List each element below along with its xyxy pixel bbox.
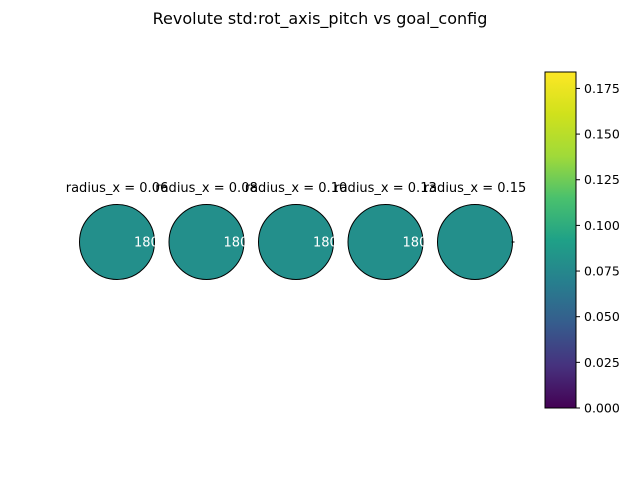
panel-subtitle: radius_x = 0.08	[155, 181, 257, 196]
colorbar-tick-label: 0.025	[584, 355, 620, 370]
panel-subtitle: radius_x = 0.13	[334, 181, 436, 196]
slice-label: 180	[313, 236, 338, 251]
pie-slice	[258, 204, 334, 280]
slice-label: 180	[224, 236, 249, 251]
colorbar-frame	[544, 71, 577, 409]
chart-title: Revolute std:rot_axis_pitch vs goal_conf…	[153, 9, 488, 29]
colorbar-ticks: 0.000 0.025 0.050 0.075 0.100 0.125 0.150 0.175	[576, 81, 620, 416]
pie-slice	[437, 204, 513, 280]
colorbar-tick-label: 0.100	[584, 218, 620, 233]
slice-label: 180	[134, 236, 159, 251]
colorbar-tick-label: 0.150	[584, 127, 620, 142]
pie-slice	[79, 204, 155, 280]
pie-panels: radius_x = 0.06 180 radius_x = 0.08 180 radi…	[66, 181, 526, 280]
panel-subtitle: radius_x = 0.10	[245, 181, 347, 196]
colorbar-tick-label: 0.075	[584, 264, 620, 279]
colorbar-tick-label: 0.125	[584, 172, 620, 187]
colorbar-tick-label: 0.050	[584, 309, 620, 324]
colorbar: 0.000 0.025 0.050 0.075 0.100 0.125 0.150 0.175	[544, 71, 620, 416]
colorbar-gradient	[545, 72, 576, 408]
slice-label: 180	[403, 236, 428, 251]
pie-slice	[347, 204, 424, 280]
pie-slice	[168, 204, 245, 280]
colorbar-tick-label: 0.000	[584, 401, 620, 416]
colorbar-tick-label: 0.175	[584, 81, 620, 96]
panel-subtitle: radius_x = 0.06	[66, 181, 168, 196]
panel-subtitle: radius_x = 0.15	[424, 181, 526, 196]
